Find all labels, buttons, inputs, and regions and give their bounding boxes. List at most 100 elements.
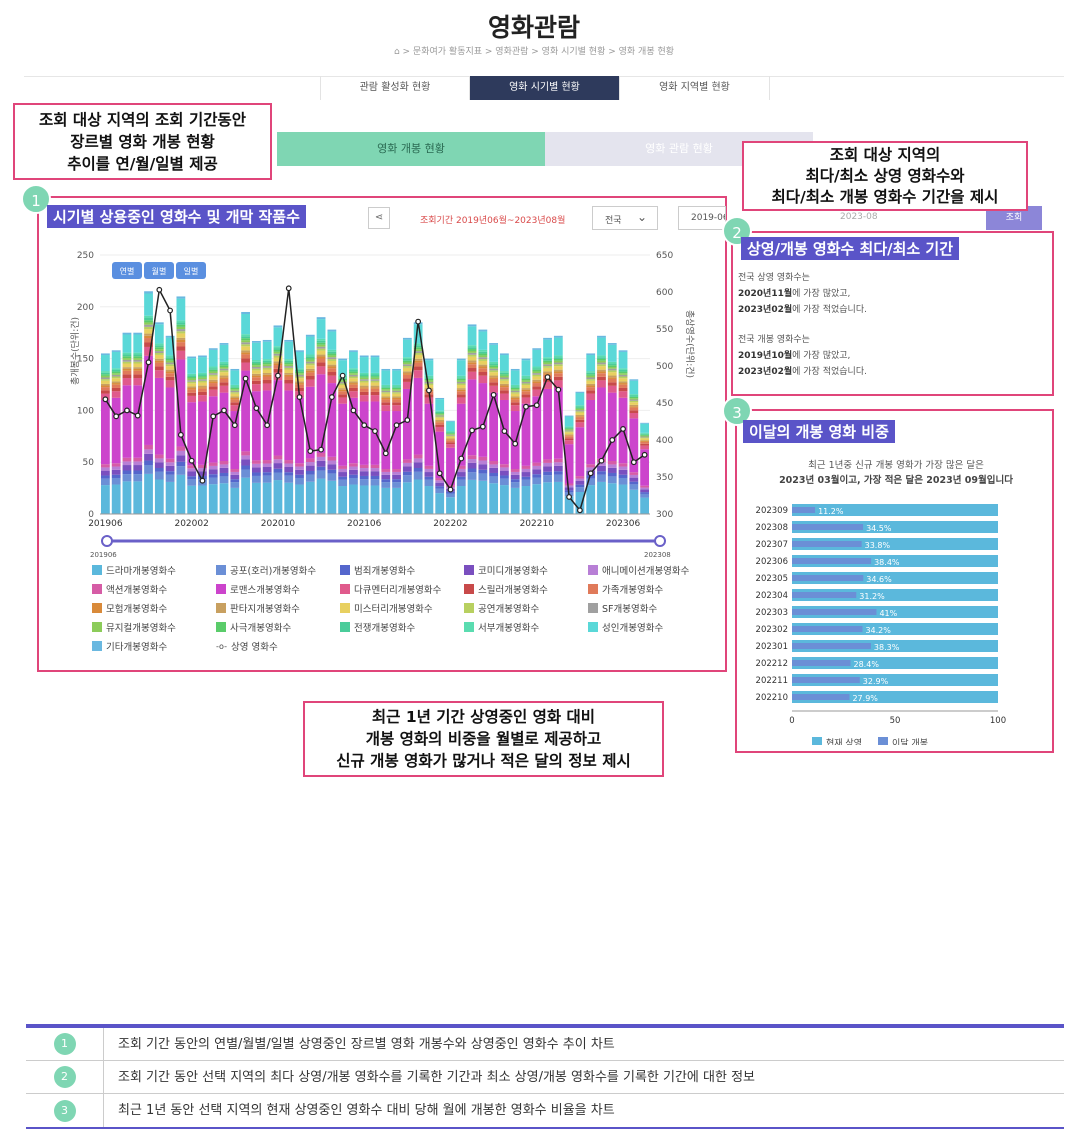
bar-segment bbox=[575, 419, 585, 423]
legend-item[interactable]: 전쟁개봉영화수 bbox=[340, 620, 464, 634]
legend-item[interactable]: 서부개봉영화수 bbox=[464, 620, 588, 634]
bar-release bbox=[792, 609, 877, 615]
release-info: 전국 개봉 영화수는 2019년10월에 가장 많았고, 2023년02월에 가… bbox=[738, 332, 867, 380]
bar-segment bbox=[262, 359, 272, 361]
legend-item[interactable]: 범죄개봉영화수 bbox=[340, 563, 464, 577]
x-tick-label: 0 bbox=[789, 716, 794, 726]
bar-segment bbox=[165, 366, 175, 370]
bar-segment bbox=[359, 377, 369, 380]
legend-item[interactable]: 액션개봉영화수 bbox=[92, 582, 216, 596]
bar-segment bbox=[241, 362, 250, 371]
bar-segment bbox=[251, 460, 261, 464]
bar-segment bbox=[478, 480, 488, 514]
toggle-0[interactable]: 연별 bbox=[112, 262, 142, 279]
bar-segment bbox=[489, 382, 499, 386]
tab-period[interactable]: 영화 시기별 현황 bbox=[470, 76, 620, 100]
legend-item[interactable]: 사극개봉영화수 bbox=[216, 620, 340, 634]
bar-segment bbox=[586, 374, 596, 376]
legend-item[interactable]: 애니메이션개봉영화수 bbox=[588, 563, 712, 577]
bar-segment bbox=[295, 383, 304, 385]
bar-segment bbox=[144, 291, 153, 294]
bar-segment bbox=[370, 391, 380, 396]
bar-segment bbox=[532, 368, 542, 370]
tab-activation[interactable]: 관람 활성화 현황 bbox=[320, 76, 470, 100]
legend-item[interactable]: 가족개봉영화수 bbox=[588, 582, 712, 596]
legend-item[interactable]: 판타지개봉영화수 bbox=[216, 601, 340, 615]
bar-segment bbox=[510, 392, 520, 394]
bar-segment bbox=[295, 376, 304, 379]
bar-segment bbox=[284, 467, 294, 473]
bar-segment bbox=[543, 462, 552, 467]
legend-item[interactable]: 로맨스개봉영화수 bbox=[216, 582, 340, 596]
legend-item[interactable]: SF개봉영화수 bbox=[588, 601, 712, 615]
toggle-2[interactable]: 일별 bbox=[176, 262, 206, 279]
bar-segment bbox=[359, 380, 369, 383]
legend-item[interactable]: 코미디개봉영화수 bbox=[464, 563, 588, 577]
bar-segment bbox=[349, 381, 358, 384]
legend-item[interactable]: 다큐멘터리개봉영화수 bbox=[340, 582, 464, 596]
bar-segment bbox=[489, 363, 499, 366]
bar-segment bbox=[521, 375, 531, 378]
bar-segment bbox=[381, 482, 391, 488]
bar-segment bbox=[607, 467, 617, 473]
legend-item[interactable]: 스릴러개봉영화수 bbox=[464, 582, 588, 596]
tab-region[interactable]: 영화 지역별 현황 bbox=[620, 76, 770, 100]
legend-item[interactable]: 미스터리개봉영화수 bbox=[340, 601, 464, 615]
legend-item[interactable]: 뮤지컬개봉영화수 bbox=[92, 620, 216, 634]
breadcrumb[interactable]: ⌂ > 문화여가 활동지표 > 영화관람 > 영화 시기별 현황 > 영화 개봉… bbox=[393, 47, 675, 57]
bar-segment bbox=[564, 431, 574, 433]
bar-segment bbox=[618, 391, 628, 398]
legend-item[interactable]: 공포(호러)개봉영화수 bbox=[216, 563, 340, 577]
range-handle-start[interactable] bbox=[101, 535, 113, 547]
bar-segment bbox=[413, 343, 423, 346]
bar-segment bbox=[219, 344, 229, 362]
bar-segment bbox=[316, 354, 326, 357]
legend-item[interactable]: 모험개봉영화수 bbox=[92, 601, 216, 615]
bar-segment bbox=[176, 337, 186, 340]
data-label: 34.2% bbox=[865, 626, 891, 635]
bar-segment bbox=[381, 392, 391, 394]
date-from-input[interactable]: 2019-06 bbox=[678, 206, 726, 230]
bar-segment bbox=[101, 475, 110, 479]
bar-segment bbox=[456, 389, 466, 392]
bar-segment bbox=[154, 468, 164, 472]
bar-segment bbox=[133, 457, 143, 462]
bar-segment bbox=[607, 472, 617, 477]
bar-segment bbox=[543, 359, 552, 361]
bar-segment bbox=[208, 349, 218, 367]
bar-segment bbox=[241, 311, 250, 315]
region-select[interactable]: 전국 ⌄ bbox=[592, 206, 658, 230]
legend-item-line[interactable]: -o- 상영 영화수 bbox=[216, 639, 340, 654]
share-button[interactable]: ⋖ bbox=[368, 207, 390, 229]
legend-item[interactable]: 공연개봉영화수 bbox=[464, 601, 588, 615]
bar-segment bbox=[640, 434, 649, 436]
bar-segment bbox=[575, 392, 585, 406]
subtab-release[interactable]: 영화 개봉 현황 bbox=[277, 132, 545, 166]
bar-segment bbox=[359, 387, 369, 389]
bar-segment bbox=[489, 375, 499, 378]
bar-segment bbox=[500, 383, 509, 386]
legend-item[interactable]: 드라마개봉영화수 bbox=[92, 563, 216, 577]
date-to-input[interactable]: 2023-08 bbox=[836, 206, 946, 230]
bar-segment bbox=[198, 385, 207, 388]
bar-segment bbox=[435, 431, 445, 479]
legend-label: 전쟁개봉영화수 bbox=[354, 623, 416, 634]
bar-segment bbox=[262, 475, 272, 483]
bar-segment bbox=[208, 477, 218, 485]
range-handle-end[interactable] bbox=[654, 535, 666, 547]
bar-segment bbox=[640, 436, 649, 438]
bar-segment bbox=[629, 395, 639, 397]
table-row: 1 조회 기간 동안의 연별/월별/일별 상영중인 장르별 영화 개봉수와 상영중… bbox=[26, 1028, 1064, 1061]
bar-segment bbox=[241, 336, 250, 339]
bar-segment bbox=[349, 350, 358, 352]
bar-segment bbox=[607, 392, 617, 462]
bar-segment bbox=[165, 465, 175, 472]
row-text: 조회 기간 동안의 연별/월별/일별 상영중인 장르별 영화 개봉수와 상영중인… bbox=[118, 1037, 615, 1052]
legend-item[interactable]: 성인개봉영화수 bbox=[588, 620, 712, 634]
line-point bbox=[555, 386, 562, 393]
bar-segment bbox=[316, 366, 326, 375]
bar-segment bbox=[640, 497, 649, 514]
legend-item[interactable]: 기타개봉영화수 bbox=[92, 639, 216, 653]
bar-segment bbox=[392, 487, 401, 514]
toggle-1[interactable]: 월별 bbox=[144, 262, 174, 279]
